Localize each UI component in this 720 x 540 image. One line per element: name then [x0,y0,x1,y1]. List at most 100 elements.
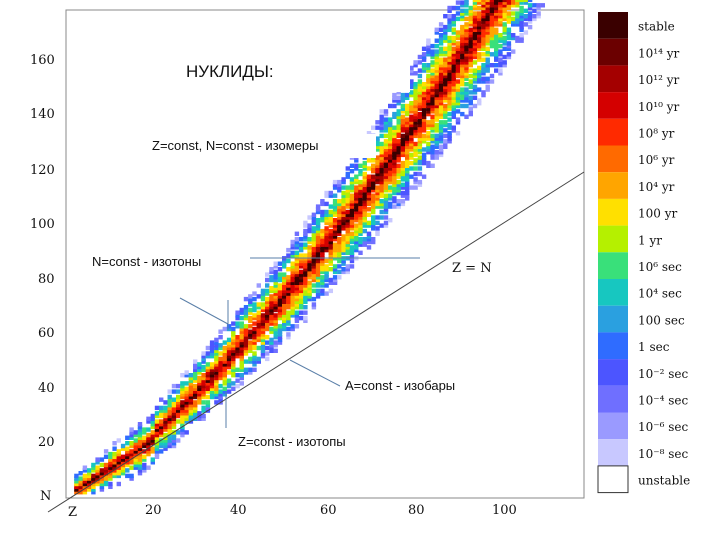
nuclide-cell [214,367,219,372]
nuclide-cell [375,177,380,182]
nuclide-cell [133,446,138,451]
nuclide-cell [252,313,257,318]
nuclide-cell [137,432,143,438]
nuclide-cell [405,125,410,130]
nuclide-cell [434,43,439,49]
nuclide-cell [468,52,473,57]
nuclide-cell [481,22,486,27]
nuclide-cell [154,449,160,454]
nuclide-cell [396,101,401,106]
nuclide-cell [349,264,355,269]
nuclide-cell [286,302,291,307]
nuclide-cell [265,335,270,340]
nuclide-cell [362,163,367,168]
nuclide-cell [349,199,355,204]
nuclide-cell [515,16,520,22]
nuclide-cell [358,199,363,204]
nuclide-cell [273,315,278,321]
nuclide-cell [273,275,278,280]
nuclide-cell [485,14,490,19]
nuclide-cell [209,383,215,389]
nuclide-cell [282,326,287,332]
nuclide-cell [451,5,456,11]
nuclide-cell [438,60,444,65]
nuclide-cell [222,378,227,383]
nuclide-cell [383,163,389,168]
nuclide-cell [328,190,333,196]
nuclide-cell [231,326,236,332]
nuclide-cell [400,174,406,179]
nuclide-cell [167,419,172,424]
nuclide-cell [142,438,147,443]
nuclide-cell [447,24,452,30]
nuclide-cell [400,147,406,152]
nuclide-cell [366,131,372,136]
nuclide-cell [226,359,232,364]
nuclide-cell [197,389,202,394]
nuclide-cell [324,269,329,275]
nuclide-cell [235,321,240,326]
nuclide-cell [455,98,461,103]
nuclide-cell [243,324,249,329]
nuclide-cell [430,122,435,128]
nuclide-cell [163,411,168,416]
nuclide-cell [265,345,270,351]
nuclide-cell [294,286,300,291]
nuclide-cell [201,359,206,364]
legend-label: 10⁻⁶ sec [638,420,688,434]
nuclide-cell [201,351,206,356]
nuclide-cell [371,182,376,187]
nuclide-cell [328,277,333,283]
nuclide-cell [532,8,537,13]
nuclide-cell [108,481,113,487]
nuclide-cell [332,220,338,226]
nuclide-cell [260,343,266,348]
nuclide-cell [341,201,346,207]
nuclide-cell [294,299,300,304]
nuclide-cell [354,231,359,236]
nuclide-cell [239,315,244,321]
nuclide-cell [506,35,512,41]
nuclide-cell [315,239,321,245]
nuclide-cell [400,152,406,158]
nuclide-cell [315,234,321,239]
nuclide-cell [159,443,164,449]
nuclide-cell [362,242,367,247]
nuclide-cell [396,120,401,125]
nuclide-cell [133,438,138,443]
nuclide-cell [125,446,130,451]
nuclide-cell [299,247,304,253]
nuclide-cell [421,101,427,106]
nuclide-cell [290,305,295,310]
nuclide-cell [447,136,452,141]
nuclide-cell [282,318,287,323]
nuclide-cell [451,52,456,57]
nuclide-cell [197,370,202,375]
nuclide-cell [167,394,172,400]
nuclide-cell [383,147,389,152]
legend-label: 10⁻⁴ sec [638,393,688,407]
nuclide-cell [209,394,215,400]
nuclide-cell [430,73,435,79]
nuclide-cell [265,351,270,356]
nuclide-cell [324,291,329,296]
nuclide-cell [95,465,100,470]
nuclide-cell [383,109,389,114]
nuclide-cell [269,337,274,343]
nuclide-cell [451,14,456,19]
nuclide-cell [455,49,461,54]
nuclide-cell [451,101,456,106]
nuclide-cell [337,218,342,223]
nuclide-cell [421,103,427,109]
nuclide-cell [163,427,168,432]
nuclide-cell [243,359,249,364]
nuclide-cell [218,370,223,375]
nuclide-cell [405,147,410,152]
nuclide-cell [209,373,215,378]
nuclide-cell [494,3,499,8]
nuclide-cell [307,269,312,275]
nuclide-cell [116,468,121,473]
x-tick: 100 [492,503,517,518]
nuclide-cell [438,87,444,92]
nuclide-cell [235,340,240,345]
